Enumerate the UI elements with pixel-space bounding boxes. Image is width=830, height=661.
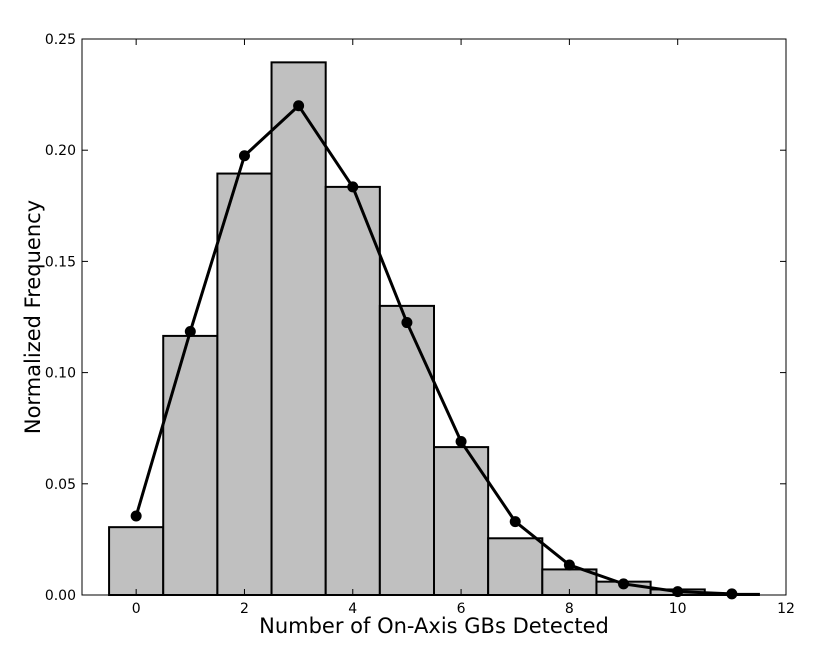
histogram-bar: [324, 185, 381, 596]
histogram-bar: [433, 446, 490, 596]
x-axis-ticks: 0 2 4 6 8 10 12: [132, 39, 795, 617]
x-tick-label: 4: [348, 601, 357, 617]
fit-point: [130, 510, 142, 522]
fit-line: [134, 104, 732, 596]
histogram-bar: [378, 304, 436, 596]
fit-point: [401, 317, 413, 329]
x-tick-label: 0: [132, 601, 141, 617]
histogram-bar: [216, 172, 273, 596]
x-tick-label: 8: [565, 601, 574, 617]
fit-point: [563, 559, 575, 571]
x-tick-label: 6: [457, 601, 466, 617]
histogram-bar: [162, 334, 219, 596]
histogram-bar: [108, 526, 165, 597]
fit-point: [509, 516, 521, 528]
fit-point: [618, 578, 630, 590]
fit-point: [726, 588, 738, 600]
y-axis-label: Normalized Frequency: [21, 200, 45, 434]
x-axis-label: Number of On-Axis GBs Detected: [259, 614, 609, 638]
histogram-bars: [108, 61, 760, 597]
y-tick-label: 0.00: [45, 588, 76, 604]
x-tick-label: 12: [777, 601, 795, 617]
fit-point: [347, 181, 359, 193]
plot-frame: [81, 38, 787, 596]
fit-points: [130, 100, 738, 600]
x-tick-label: 10: [669, 601, 687, 617]
fit-point: [293, 100, 305, 112]
histogram-bar: [487, 537, 544, 597]
histogram-bar: [270, 61, 327, 597]
y-tick-label: 0.20: [45, 143, 76, 159]
y-tick-label: 0.15: [45, 254, 76, 270]
y-axis-ticks: 0.00 0.05 0.10 0.15 0.20 0.25: [45, 32, 786, 604]
fit-point: [184, 325, 196, 337]
fit-point: [238, 150, 250, 162]
y-tick-label: 0.05: [45, 477, 76, 493]
fit-point: [455, 436, 467, 448]
y-tick-label: 0.25: [45, 32, 76, 48]
y-tick-label: 0.10: [45, 366, 76, 382]
fit-line-series: [134, 104, 732, 596]
x-tick-label: 2: [240, 601, 249, 617]
